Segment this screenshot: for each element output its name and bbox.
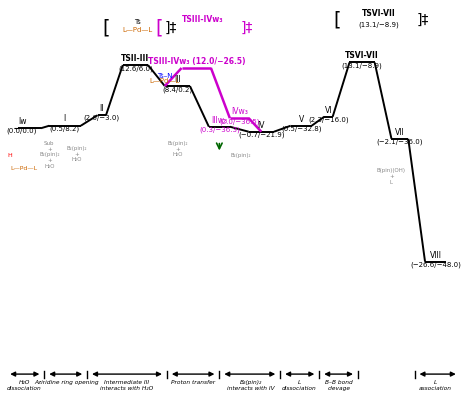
Text: ]‡: ]‡: [165, 21, 177, 35]
Text: Sub
+
B₂(pin)₂
+
H₂O: Sub + B₂(pin)₂ + H₂O: [39, 141, 60, 169]
Text: B₂(pin)₂
+
H₂O: B₂(pin)₂ + H₂O: [167, 141, 188, 157]
Text: Ts: Ts: [135, 19, 141, 26]
Text: [: [: [334, 11, 341, 30]
Text: Iw: Iw: [18, 117, 26, 126]
Text: V: V: [299, 115, 304, 124]
Text: H₂O
dissociation: H₂O dissociation: [7, 380, 42, 391]
Text: (−26.6/−48.0): (−26.6/−48.0): [410, 262, 461, 268]
Text: TSII-III: TSII-III: [121, 54, 149, 63]
Text: (0.0/0.0): (0.0/0.0): [7, 128, 37, 134]
Text: (0.5/−32.8): (0.5/−32.8): [281, 126, 321, 132]
Text: L
dissociation: L dissociation: [282, 380, 317, 391]
Text: III: III: [174, 75, 181, 84]
Text: (2.6/−3.0): (2.6/−3.0): [84, 115, 120, 121]
Text: TSVI-VII: TSVI-VII: [362, 9, 396, 18]
Text: VII: VII: [395, 128, 405, 137]
Text: (13.1/−8.9): (13.1/−8.9): [358, 21, 399, 28]
Text: ]‡: ]‡: [240, 21, 253, 35]
Text: B₂(pin)₂
+
H₂O: B₂(pin)₂ + H₂O: [66, 146, 87, 162]
Text: H: H: [8, 153, 12, 158]
Text: (−2.1/−36.0): (−2.1/−36.0): [377, 139, 423, 145]
Text: (0.5/8.2): (0.5/8.2): [49, 125, 79, 132]
Text: I: I: [63, 114, 65, 123]
Text: Ts–N: Ts–N: [157, 73, 173, 79]
Text: TSVI-VII: TSVI-VII: [345, 52, 379, 61]
Text: L
association: L association: [419, 380, 452, 391]
Text: [: [: [103, 19, 110, 37]
Text: (8.4/0.2): (8.4/0.2): [162, 86, 192, 93]
Text: B₂(pin)₂
interacts with IV: B₂(pin)₂ interacts with IV: [227, 380, 274, 391]
Text: B(pin)(OH)
+
L: B(pin)(OH) + L: [377, 169, 406, 185]
Text: L—Pd—L: L—Pd—L: [10, 166, 37, 171]
Text: II: II: [100, 104, 104, 112]
Text: L—Pd—L: L—Pd—L: [123, 27, 153, 33]
Text: (12.6/6.0): (12.6/6.0): [118, 65, 153, 72]
Text: TSIII-IVw₃ (12.0/−26.5): TSIII-IVw₃ (12.0/−26.5): [147, 57, 245, 66]
Text: (13.1/−8.9): (13.1/−8.9): [342, 63, 383, 69]
Text: VIII: VIII: [429, 250, 442, 260]
Text: (−0.7/−21.9): (−0.7/−21.9): [238, 132, 284, 138]
Text: B–B bond
clevage: B–B bond clevage: [325, 380, 353, 391]
Text: IVw₃: IVw₃: [231, 107, 248, 116]
Text: B₂(pin)₂: B₂(pin)₂: [230, 153, 251, 158]
Text: IV: IV: [257, 121, 265, 130]
Text: Aziridine ring opening: Aziridine ring opening: [34, 380, 99, 385]
Text: IIIw₃: IIIw₃: [211, 116, 228, 125]
Text: VI: VI: [325, 105, 332, 115]
Text: L—Pd—L: L—Pd—L: [150, 77, 180, 84]
Text: ]‡: ]‡: [417, 13, 429, 27]
Text: TSIII-IVw₃: TSIII-IVw₃: [182, 15, 223, 24]
Text: (2.0/−36.5): (2.0/−36.5): [219, 118, 260, 125]
Text: (0.3/−36.3): (0.3/−36.3): [199, 127, 240, 133]
Text: (2.3/−16.0): (2.3/−16.0): [308, 117, 349, 123]
Text: [: [: [155, 19, 163, 37]
Text: Intermediate III
interacts with H₂O: Intermediate III interacts with H₂O: [100, 380, 154, 391]
Text: Proton transfer: Proton transfer: [171, 380, 215, 385]
